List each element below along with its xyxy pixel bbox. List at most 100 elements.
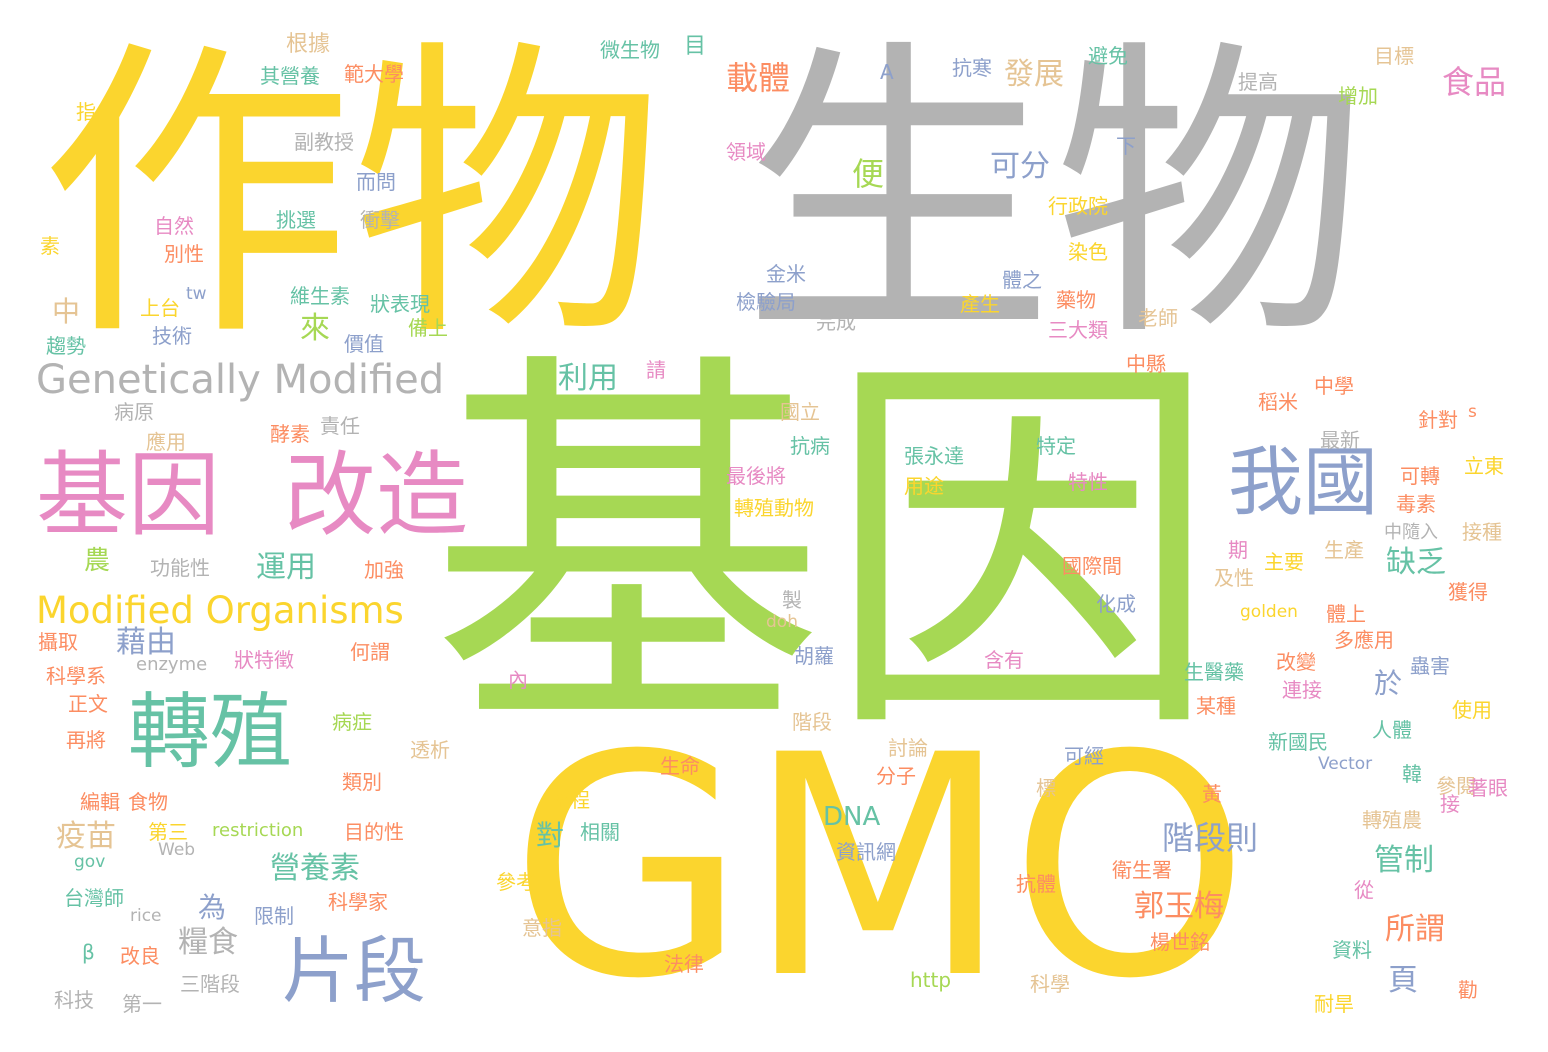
word-85: 酵素 [270,422,310,446]
word-146: 黃 [1202,782,1222,806]
word-32: 對 [536,819,565,852]
word-132: 新國民 [1268,730,1328,754]
word-109: doh [766,612,798,632]
word-1: 生物 [742,14,1366,378]
word-108: 體上 [1326,602,1366,626]
word-65: 產生 [960,292,1000,316]
word-73: 價值 [344,332,384,356]
word-69: 完成 [816,310,856,334]
word-40: A [880,60,894,84]
word-167: 改良 [120,944,160,968]
word-83: s [1468,402,1477,422]
word-137: 可經 [1064,744,1104,768]
word-110: 化成 [1096,592,1136,616]
word-22: 缺乏 [1386,545,1446,580]
word-91: 立東 [1464,454,1504,478]
word-96: 中隨入 [1384,522,1438,543]
word-158: 科學家 [328,890,388,914]
word-18: 運用 [256,550,316,585]
word-58: 上台 [140,296,180,320]
word-87: 張永達 [904,444,964,468]
word-113: enzyme [136,654,208,675]
word-119: 蟲害 [1410,654,1450,678]
word-98: 功能性 [150,556,210,580]
word-44: 目標 [1374,44,1414,68]
word-165: 楊世銘 [1150,930,1210,954]
word-24: DNA [823,802,881,832]
word-149: restriction [212,820,304,841]
word-21: 中 [52,295,81,328]
word-45: 增加 [1338,84,1378,108]
word-77: 中學 [1314,374,1354,398]
word-57: 染色 [1068,240,1108,264]
word-175: 耐旱 [1314,992,1354,1016]
word-95: 轉殖動物 [734,496,814,520]
word-100: 國際間 [1062,554,1122,578]
word-156: 衛生署 [1112,858,1172,882]
word-101: 期 [1228,538,1248,562]
word-168: 三階段 [180,972,240,996]
word-51: 自然 [154,214,194,238]
word-143: 標 [1036,776,1056,800]
word-114: 狀特徵 [234,648,294,672]
word-30: 頁 [1388,963,1418,998]
word-134: 類別 [342,770,382,794]
word-43: 提高 [1238,70,1278,94]
word-140: 參閱 [1436,774,1476,798]
word-92: 最後將 [726,464,786,488]
word-103: 生產 [1324,538,1364,562]
word-42: 避免 [1088,44,1128,68]
word-160: 抗體 [1016,872,1056,896]
word-154: Web [158,840,196,860]
word-117: 含有 [984,648,1024,672]
word-150: 目的性 [344,820,404,844]
word-126: 再將 [66,728,106,752]
word-50: 而問 [356,170,396,194]
word-107: golden [1240,602,1298,622]
word-155: 資訊網 [836,840,896,864]
word-97: 接種 [1462,520,1502,544]
word-80: 國立 [780,400,820,424]
word-38: 微生物 [600,38,660,62]
word-147: 接 [1440,792,1460,816]
word-35: 根據 [286,32,331,57]
word-115: 何謂 [350,640,390,664]
word-136: 分子 [876,764,916,788]
word-55: 素 [40,234,60,258]
word-162: rice [130,906,162,926]
word-138: Vector [1318,754,1373,774]
word-33: 為 [198,891,227,924]
word-141: 編輯 [80,790,120,814]
word-118: 改變 [1276,650,1316,674]
word-90: 可轉 [1400,464,1440,488]
word-31: 疫苗 [56,819,116,854]
word-84: 應用 [146,430,186,454]
word-48: 領域 [726,140,766,164]
word-125: 病症 [332,710,372,734]
word-172: 第一 [122,992,162,1016]
word-62: 金米 [766,262,806,286]
word-131: 討論 [888,736,928,760]
word-8: Modified Organisms [36,589,404,632]
word-161: 從 [1354,878,1374,902]
word-128: 某種 [1196,694,1236,718]
word-133: 人體 [1372,718,1412,742]
word-11: 載體 [726,59,791,97]
word-145: 歷程 [550,788,590,812]
word-99: 加強 [364,558,404,582]
word-170: 資料 [1332,938,1372,962]
word-28: 管制 [1374,843,1434,878]
word-17: 來 [300,311,330,346]
word-153: gov [74,852,106,872]
word-104: 及性 [1214,566,1254,590]
word-19: 藉由 [116,625,176,660]
word-67: 技術 [152,324,192,348]
word-139: 韓 [1402,762,1422,786]
word-88: 特定 [1036,434,1076,458]
word-15: 便 [852,155,885,193]
word-127: 階段 [792,710,832,734]
word-13: 食品 [1442,63,1507,101]
word-121: 正文 [68,692,108,716]
word-129: 使用 [1452,698,1492,722]
word-23: 於 [1374,667,1403,700]
